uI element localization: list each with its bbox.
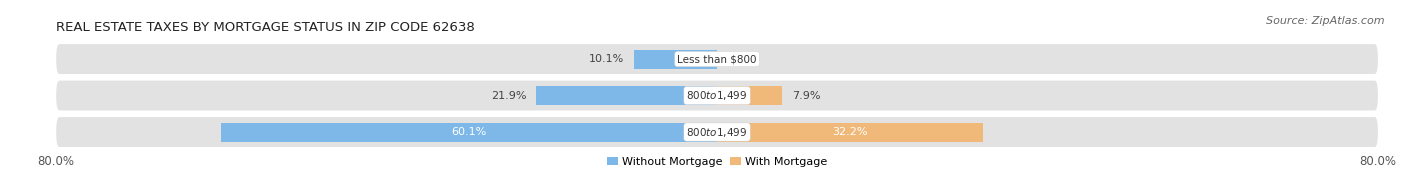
Bar [221, 122, 717, 142]
Bar [536, 86, 717, 105]
Bar [717, 122, 983, 142]
FancyBboxPatch shape [56, 44, 1378, 74]
Text: 32.2%: 32.2% [832, 127, 868, 137]
Legend: Without Mortgage, With Mortgage: Without Mortgage, With Mortgage [602, 152, 832, 171]
Text: 10.1%: 10.1% [589, 54, 624, 64]
Text: $800 to $1,499: $800 to $1,499 [686, 126, 748, 138]
Text: Source: ZipAtlas.com: Source: ZipAtlas.com [1267, 16, 1385, 26]
Text: 60.1%: 60.1% [451, 127, 486, 137]
Text: REAL ESTATE TAXES BY MORTGAGE STATUS IN ZIP CODE 62638: REAL ESTATE TAXES BY MORTGAGE STATUS IN … [56, 21, 475, 34]
Text: 0.0%: 0.0% [727, 54, 755, 64]
FancyBboxPatch shape [56, 81, 1378, 111]
Text: 7.9%: 7.9% [792, 90, 821, 101]
Bar [717, 86, 782, 105]
Text: 21.9%: 21.9% [491, 90, 526, 101]
FancyBboxPatch shape [56, 117, 1378, 147]
Bar [634, 50, 717, 69]
Text: $800 to $1,499: $800 to $1,499 [686, 89, 748, 102]
Text: Less than $800: Less than $800 [678, 54, 756, 64]
